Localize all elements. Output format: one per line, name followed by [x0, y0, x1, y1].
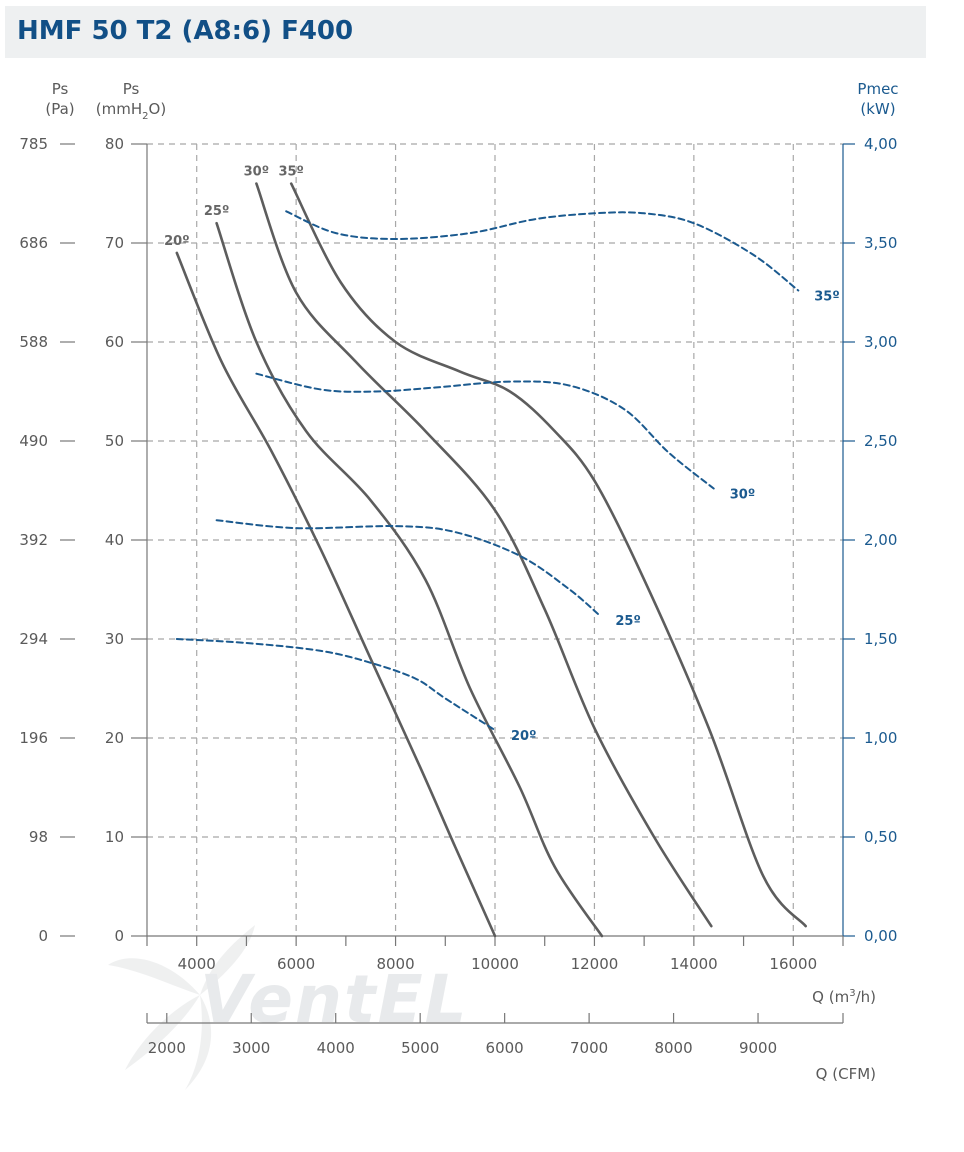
pressure-curve-20 [175, 251, 497, 938]
pressure-curve-label-25: 25º [204, 204, 229, 219]
pressure-curve-30 [255, 182, 713, 928]
cfm-tick-label: 7000 [570, 1039, 608, 1057]
power-curve-30 [255, 372, 715, 490]
left-mm-axis-title: Ps [123, 80, 140, 98]
pressure-curve-label-35: 35º [278, 165, 303, 180]
x-m3h-axis-title: Q (m3/h) [812, 988, 876, 1006]
kw-tick-label: 4,00 [864, 135, 897, 153]
m3h-tick-label: 12000 [571, 955, 619, 973]
series [175, 182, 807, 938]
kw-tick-label: 3,50 [864, 234, 897, 252]
page-title: HMF 50 T2 (A8:6) F400 [17, 16, 354, 46]
pa-tick-label: 196 [19, 729, 48, 747]
pa-tick-label: 686 [19, 234, 48, 252]
pa-tick-label: 588 [19, 333, 48, 351]
kw-tick-label: 2,00 [864, 531, 897, 549]
cfm-tick-label: 3000 [232, 1039, 270, 1057]
pa-tick-label: 98 [29, 828, 48, 846]
pa-tick-label: 0 [38, 927, 48, 945]
mm-unit-subscript: 2 [142, 111, 148, 122]
cfm-tick-label: 8000 [654, 1039, 692, 1057]
m3h-tick-label: 16000 [769, 955, 817, 973]
mm-tick-label: 20 [105, 729, 124, 747]
axes [146, 144, 844, 1024]
mm-tick-label: 40 [105, 531, 124, 549]
power-curve-label-20: 20º [511, 729, 536, 744]
curve-labels: 20º 25º 30º 35º 20º 25º 30º 35º [164, 165, 840, 744]
watermark-text: VentEL [200, 961, 469, 1038]
m3h-tick-label: 10000 [471, 955, 519, 973]
kw-tick-label: 3,00 [864, 333, 897, 351]
m3h-tick-label: 6000 [277, 955, 315, 973]
x-cfm-axis-title: Q (CFM) [816, 1065, 876, 1083]
ticks: 785 80 4,00 686 70 3,50 588 60 3,00 490 50 2,50 392 4… [19, 135, 897, 1057]
m3h-tick-label: 4000 [178, 955, 216, 973]
title-bar: HMF 50 T2 (A8:6) F400 [5, 6, 926, 58]
power-curve-label-35: 35º [814, 290, 839, 305]
mm-tick-label: 50 [105, 432, 124, 450]
pressure-curve-label-20: 20º [164, 234, 189, 249]
mm-unit-prefix: (mmH [96, 100, 142, 118]
kw-tick-label: 0,00 [864, 927, 897, 945]
power-curve-25 [215, 519, 601, 617]
cfm-tick-label: 6000 [486, 1039, 524, 1057]
m3h-tick-label: 8000 [376, 955, 414, 973]
cfm-tick-label: 5000 [401, 1039, 439, 1057]
m3h-superscript: 3 [849, 988, 855, 999]
cfm-tick-label: 2000 [148, 1039, 186, 1057]
mm-tick-label: 70 [105, 234, 124, 252]
grid [147, 143, 843, 936]
pa-tick-label: 294 [19, 630, 48, 648]
mm-tick-label: 80 [105, 135, 124, 153]
watermark: VentEL [108, 925, 469, 1090]
fan-logo [108, 925, 255, 1090]
cfm-tick-label: 4000 [317, 1039, 355, 1057]
m3h-prefix: Q (m [812, 988, 849, 1006]
pressure-curve-25 [215, 221, 604, 938]
kw-tick-label: 1,00 [864, 729, 897, 747]
mm-tick-label: 0 [114, 927, 124, 945]
pa-tick-label: 490 [19, 432, 48, 450]
power-curve-35 [285, 210, 800, 292]
left-pa-axis-title: Ps [52, 80, 69, 98]
mm-tick-label: 10 [105, 828, 124, 846]
m3h-suffix: /h) [856, 988, 876, 1006]
power-curve-label-25: 25º [615, 614, 640, 629]
pa-tick-label: 785 [19, 135, 48, 153]
kw-tick-label: 2,50 [864, 432, 897, 450]
mm-tick-label: 60 [105, 333, 124, 351]
right-kw-axis-title: Pmec [857, 80, 898, 98]
mm-tick-label: 30 [105, 630, 124, 648]
right-kw-axis-unit: (kW) [860, 100, 895, 118]
left-pa-axis-unit: (Pa) [45, 100, 74, 118]
kw-tick-label: 0,50 [864, 828, 897, 846]
power-curve-label-30: 30º [730, 488, 755, 503]
m3h-tick-label: 14000 [670, 955, 718, 973]
pressure-curve-35 [289, 182, 807, 928]
mm-unit-suffix: O) [149, 100, 167, 118]
pressure-curve-label-30: 30º [244, 165, 269, 180]
power-curve-20 [175, 638, 496, 732]
pa-tick-label: 392 [19, 531, 48, 549]
kw-tick-label: 1,50 [864, 630, 897, 648]
cfm-tick-label: 9000 [739, 1039, 777, 1057]
left-mm-axis-unit: (mmH2O) [96, 100, 166, 122]
